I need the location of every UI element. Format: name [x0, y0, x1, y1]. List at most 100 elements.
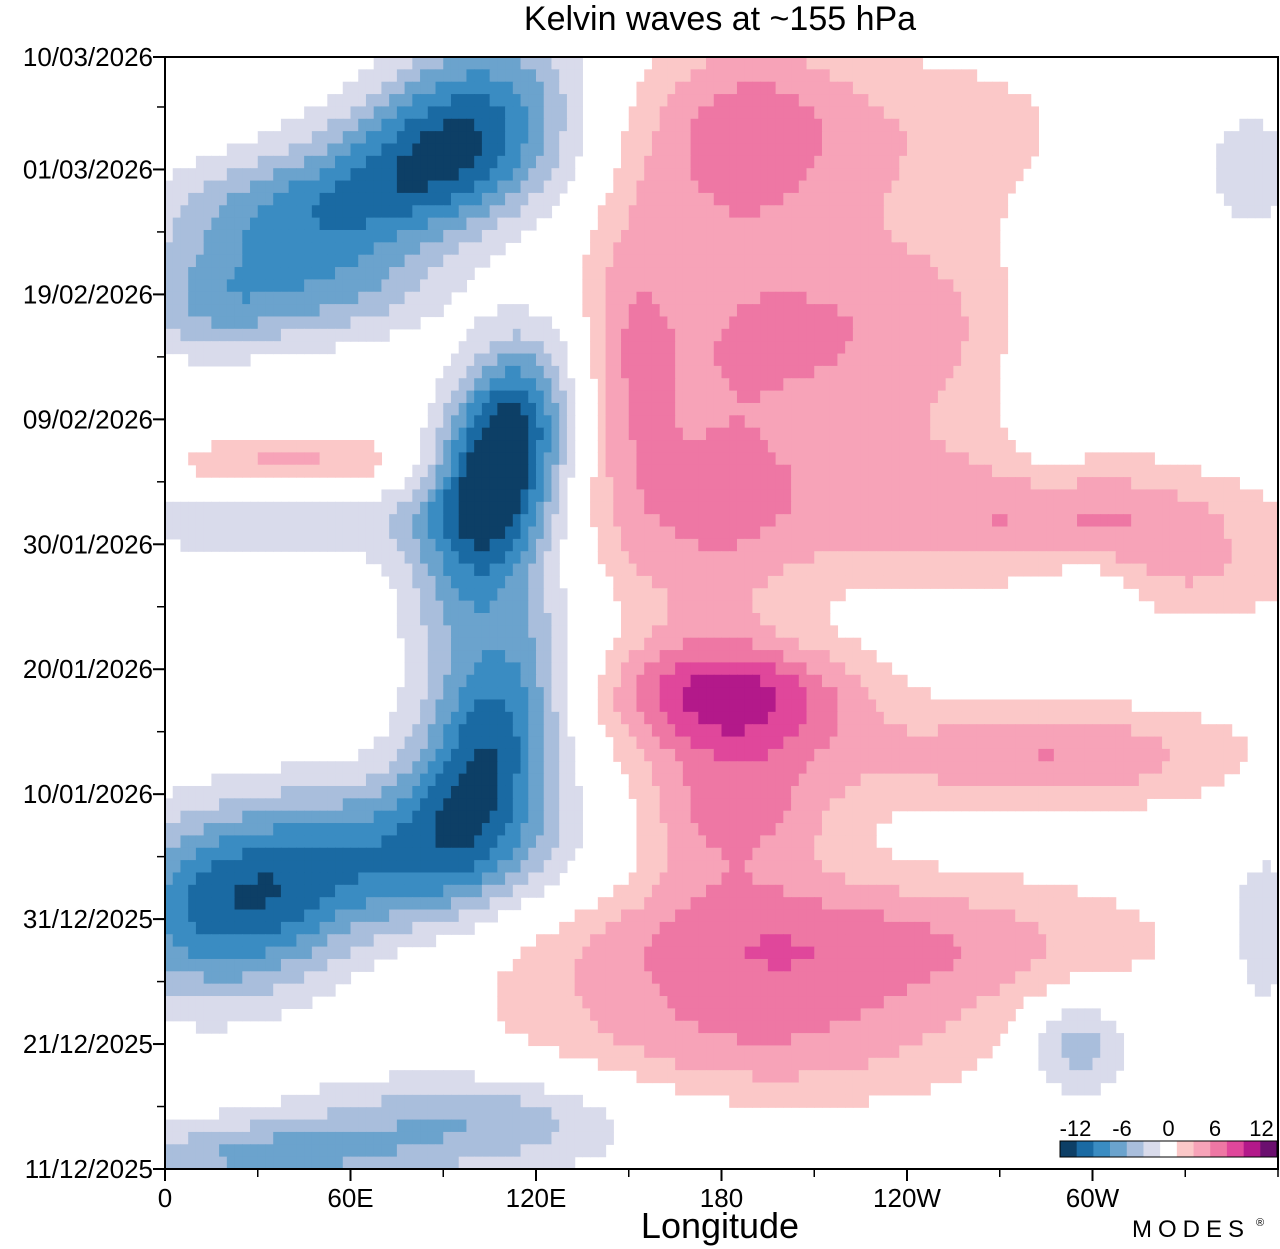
heatmap-cell — [852, 662, 862, 676]
heatmap-cell — [752, 365, 761, 379]
heatmap-cell — [481, 724, 491, 738]
heatmap-cell — [914, 353, 924, 367]
heatmap-cell — [1185, 563, 1194, 577]
heatmap-cell — [791, 427, 800, 441]
heatmap-cell — [713, 613, 723, 626]
heatmap-cell — [984, 192, 993, 206]
heatmap-cell — [791, 341, 800, 355]
chart-title: Kelvin waves at ~155 hPa — [524, 0, 916, 38]
heatmap-cell — [1015, 118, 1024, 132]
heatmap-cell — [798, 613, 808, 626]
heatmap-cell — [1146, 588, 1155, 602]
heatmap-cell — [636, 118, 645, 132]
heatmap-cell — [481, 538, 491, 552]
heatmap-cell — [1216, 575, 1225, 589]
heatmap-cell — [1177, 551, 1186, 565]
heatmap-cell — [891, 291, 900, 305]
heatmap-cell — [505, 699, 514, 713]
heatmap-cell — [907, 94, 916, 108]
heatmap-cell — [613, 427, 622, 441]
heatmap-cell — [706, 563, 715, 577]
heatmap-cell — [729, 81, 738, 95]
heatmap-cell — [961, 489, 970, 503]
heatmap-cell — [1192, 514, 1202, 528]
heatmap-cell — [605, 205, 614, 219]
heatmap-cell — [860, 106, 869, 120]
heatmap-cell — [852, 724, 862, 738]
heatmap-cell — [775, 217, 784, 231]
heatmap-cell — [752, 575, 761, 589]
heatmap-cell — [744, 353, 754, 367]
heatmap-cell — [721, 600, 730, 614]
heatmap-cell — [574, 94, 583, 108]
heatmap-cell — [744, 415, 754, 429]
heatmap-cell — [899, 440, 908, 453]
heatmap-cell — [520, 650, 529, 664]
heatmap-cell — [829, 328, 839, 342]
heatmap-cell — [621, 427, 630, 441]
heatmap-cell — [829, 205, 839, 219]
heatmap-cell — [1115, 526, 1125, 540]
heatmap-cell — [729, 588, 738, 602]
heatmap-cell — [644, 316, 653, 330]
heatmap-cell — [466, 575, 475, 589]
heatmap-cell — [350, 452, 359, 466]
heatmap-cell — [597, 440, 607, 453]
heatmap-cell — [435, 650, 444, 664]
heatmap-cell — [319, 440, 328, 453]
heatmap-cell — [203, 267, 212, 280]
heatmap-cell — [335, 131, 344, 145]
heatmap-cell — [744, 192, 754, 206]
heatmap-cell — [1154, 538, 1163, 552]
heatmap-cell — [891, 229, 900, 243]
heatmap-cell — [265, 229, 274, 243]
heatmap-cell — [752, 267, 761, 280]
heatmap-cell — [628, 378, 638, 392]
heatmap-cell — [798, 155, 808, 169]
heatmap-cell — [427, 254, 437, 268]
heatmap-cell — [876, 279, 885, 293]
heatmap-cell — [219, 501, 228, 515]
heatmap-cell — [203, 316, 212, 330]
heatmap-cell — [420, 229, 429, 243]
heatmap-cell — [404, 538, 413, 552]
heatmap-cell — [543, 538, 553, 552]
heatmap-cell — [551, 526, 560, 540]
heatmap-cell — [180, 267, 189, 280]
heatmap-cell — [342, 168, 352, 182]
heatmap-cell — [381, 242, 390, 256]
heatmap-cell — [1247, 514, 1256, 528]
heatmap-cell — [597, 415, 607, 429]
heatmap-cell — [512, 131, 522, 145]
heatmap-cell — [536, 180, 545, 194]
heatmap-cell — [667, 711, 676, 725]
heatmap-cell — [752, 588, 761, 602]
heatmap-cell — [458, 229, 468, 243]
heatmap-cell — [165, 180, 174, 194]
heatmap-cell — [659, 106, 668, 120]
heatmap-cell — [636, 724, 645, 738]
heatmap-cell — [945, 526, 954, 540]
heatmap-cell — [922, 687, 931, 701]
heatmap-cell — [883, 440, 893, 453]
heatmap-cell — [481, 378, 491, 392]
heatmap-cell — [365, 279, 375, 293]
heatmap-cell — [551, 341, 560, 355]
heatmap-cell — [760, 217, 769, 231]
heatmap-cell — [636, 155, 645, 169]
heatmap-cell — [427, 452, 437, 466]
heatmap-cell — [520, 440, 529, 453]
heatmap-cell — [497, 551, 506, 565]
heatmap-cell — [435, 94, 444, 108]
heatmap-cell — [992, 217, 1001, 231]
heatmap-cell — [628, 155, 638, 169]
heatmap-cell — [729, 131, 738, 145]
heatmap-cell — [311, 464, 321, 478]
heatmap-cell — [760, 291, 769, 305]
heatmap-cell — [1038, 514, 1047, 528]
heatmap-cell — [930, 291, 939, 305]
heatmap-cell — [721, 452, 730, 466]
heatmap-cell — [752, 81, 761, 95]
heatmap-cell — [744, 143, 754, 157]
heatmap-cell — [891, 526, 900, 540]
